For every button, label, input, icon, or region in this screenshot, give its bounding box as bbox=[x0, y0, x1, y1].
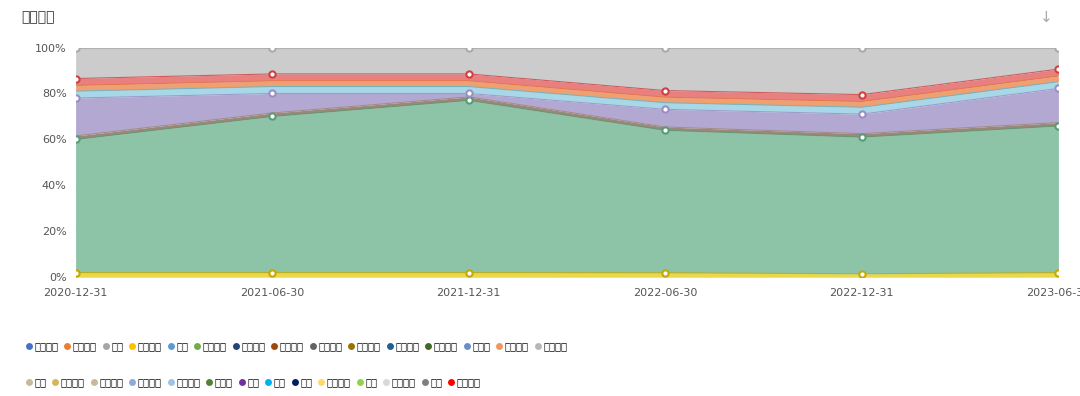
Text: ↓: ↓ bbox=[1040, 10, 1053, 25]
Text: 行业占比: 行业占比 bbox=[22, 10, 55, 24]
Legend: 农林牧渔, 基础化工, 钢铁, 有色金属, 电子, 家用电器, 食品饮料, 纺织服饰, 轻工制造, 医药生物, 公用事业, 交通运输, 房地产, 商贸零售, 社: 农林牧渔, 基础化工, 钢铁, 有色金属, 电子, 家用电器, 食品饮料, 纺织… bbox=[27, 341, 567, 351]
Legend: 综合, 建筑材料, 建筑装饰, 电力设备, 国防军工, 计算机, 传媒, 通信, 银行, 非银金融, 汽车, 机械设备, 环保, 美容护理: 综合, 建筑材料, 建筑装饰, 电力设备, 国防军工, 计算机, 传媒, 通信,… bbox=[27, 377, 481, 387]
